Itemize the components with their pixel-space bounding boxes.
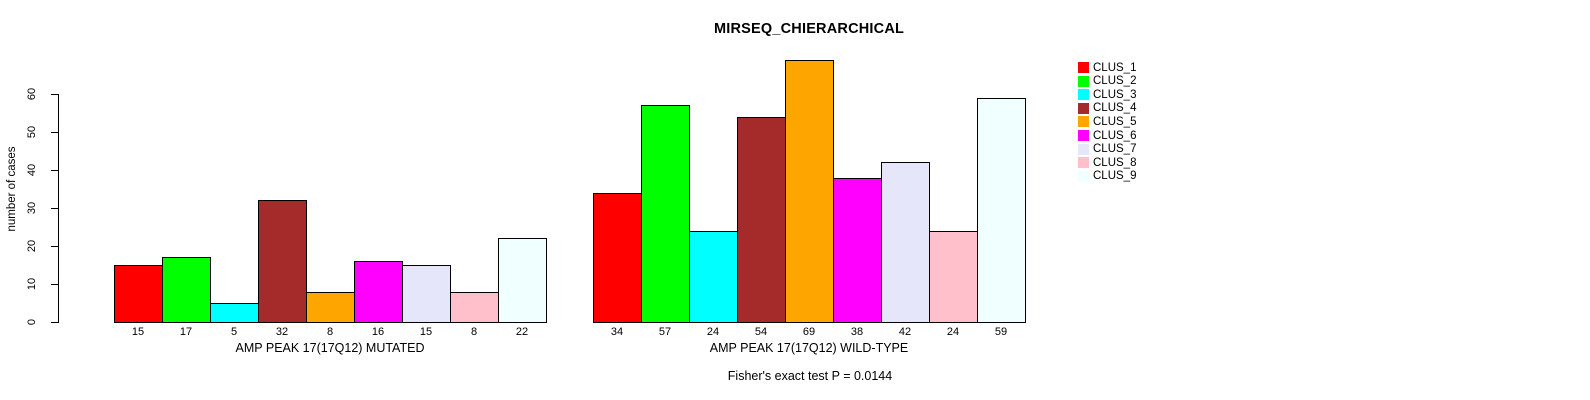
bar-value-label: 15 [419, 326, 433, 338]
legend-label: CLUS_7 [1093, 143, 1137, 156]
bar-clus_3-group2 [689, 231, 738, 323]
legend-label: CLUS_4 [1093, 102, 1137, 115]
y-axis-tick-label: 20 [26, 239, 38, 253]
legend-label: CLUS_9 [1093, 170, 1137, 183]
y-axis-tick-label: 10 [26, 277, 38, 291]
legend-swatch-clus_7 [1078, 143, 1089, 155]
legend-label: CLUS_3 [1093, 88, 1137, 101]
legend-label: CLUS_8 [1093, 156, 1137, 169]
bar-value-label: 57 [658, 326, 672, 338]
legend-label: CLUS_1 [1093, 61, 1137, 74]
legend-swatch-clus_4 [1078, 102, 1089, 114]
legend-swatch-clus_2 [1078, 75, 1089, 87]
bar-clus_7-group2 [881, 162, 930, 323]
bar-clus_1-group1 [114, 265, 163, 323]
bar-value-label: 69 [802, 326, 816, 338]
y-axis-tick [51, 170, 58, 171]
y-axis-tick-label: 50 [26, 125, 38, 139]
legend-swatch-clus_8 [1078, 157, 1089, 169]
y-axis-tick-label: 30 [26, 201, 38, 215]
legend-swatch-clus_9 [1078, 170, 1089, 182]
y-axis-tick [51, 284, 58, 285]
bar-value-label: 5 [230, 326, 238, 338]
legend-swatch-clus_3 [1078, 89, 1089, 101]
legend-label: CLUS_2 [1093, 75, 1137, 88]
bar-clus_9-group1 [498, 238, 547, 323]
x-axis-group-label: AMP PEAK 17(17Q12) WILD-TYPE [709, 341, 909, 355]
bar-clus_6-group1 [354, 261, 403, 323]
bar-value-label: 15 [131, 326, 145, 338]
fisher-test-annotation: Fisher's exact test P = 0.0144 [727, 369, 893, 383]
bar-clus_5-group2 [785, 60, 834, 323]
y-axis-tick [51, 208, 58, 209]
legend-label: CLUS_5 [1093, 115, 1137, 128]
chart-title: MIRSEQ_CHIERARCHICAL [713, 21, 905, 37]
bar-value-label: 54 [754, 326, 768, 338]
bar-clus_8-group2 [929, 231, 978, 323]
bar-clus_6-group2 [833, 178, 882, 323]
x-axis-group-label: AMP PEAK 17(17Q12) MUTATED [235, 341, 425, 355]
legend-swatch-clus_1 [1078, 62, 1089, 73]
y-axis-tick [51, 132, 58, 133]
bar-clus_8-group1 [450, 292, 499, 323]
y-axis-tick [51, 322, 58, 323]
y-axis-tick [51, 246, 58, 247]
bar-value-label: 59 [994, 326, 1008, 338]
bar-clus_4-group1 [258, 200, 307, 323]
y-axis-tick-label: 40 [26, 163, 38, 177]
legend-swatch-clus_6 [1078, 130, 1089, 141]
legend-swatch-clus_5 [1078, 116, 1089, 128]
bar-value-label: 24 [706, 326, 720, 338]
bar-clus_9-group2 [977, 98, 1026, 323]
bar-value-label: 42 [898, 326, 912, 338]
bar-value-label: 16 [371, 326, 385, 338]
bar-clus_1-group2 [593, 193, 642, 323]
bar-value-label: 38 [850, 326, 864, 338]
bar-value-label: 32 [275, 326, 289, 338]
bar-value-label: 24 [946, 326, 960, 338]
bar-value-label: 34 [610, 326, 624, 338]
bar-clus_2-group2 [641, 105, 690, 323]
y-axis-tick [51, 94, 58, 95]
y-axis-tick-label: 0 [26, 318, 38, 326]
bar-clus_4-group2 [737, 117, 786, 323]
y-axis-title: number of cases [6, 146, 18, 232]
bar-clus_3-group1 [210, 303, 259, 323]
bar-clus_7-group1 [402, 265, 451, 323]
bar-value-label: 8 [470, 326, 478, 338]
legend-label: CLUS_6 [1093, 129, 1137, 142]
bar-clus_2-group1 [162, 257, 211, 323]
y-axis-tick-label: 60 [26, 87, 38, 101]
y-axis-line [58, 94, 59, 323]
bar-clus_5-group1 [306, 292, 355, 323]
bar-value-label: 22 [515, 326, 529, 338]
bar-value-label: 8 [326, 326, 334, 338]
bar-value-label: 17 [179, 326, 193, 338]
